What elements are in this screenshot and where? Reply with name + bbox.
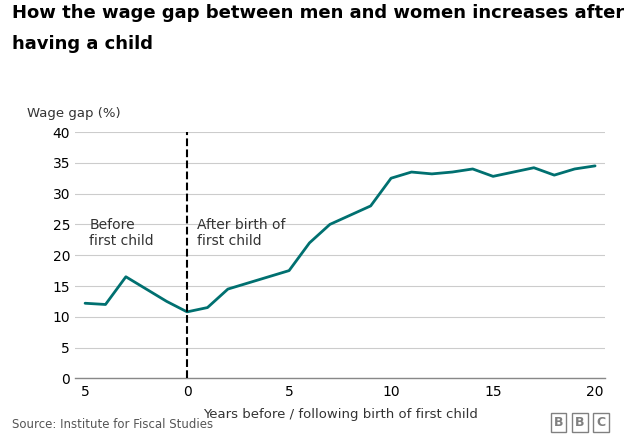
Text: After birth of
first child: After birth of first child xyxy=(197,218,286,249)
X-axis label: Years before / following birth of first child: Years before / following birth of first … xyxy=(203,408,477,421)
Text: having a child: having a child xyxy=(12,35,154,53)
Text: B: B xyxy=(575,416,585,429)
Text: C: C xyxy=(597,416,605,429)
Text: B: B xyxy=(553,416,563,429)
Y-axis label: Wage gap (%): Wage gap (%) xyxy=(27,106,121,120)
Text: Before
first child: Before first child xyxy=(89,218,154,249)
Text: How the wage gap between men and women increases after: How the wage gap between men and women i… xyxy=(12,4,624,22)
Text: Source: Institute for Fiscal Studies: Source: Institute for Fiscal Studies xyxy=(12,418,213,431)
